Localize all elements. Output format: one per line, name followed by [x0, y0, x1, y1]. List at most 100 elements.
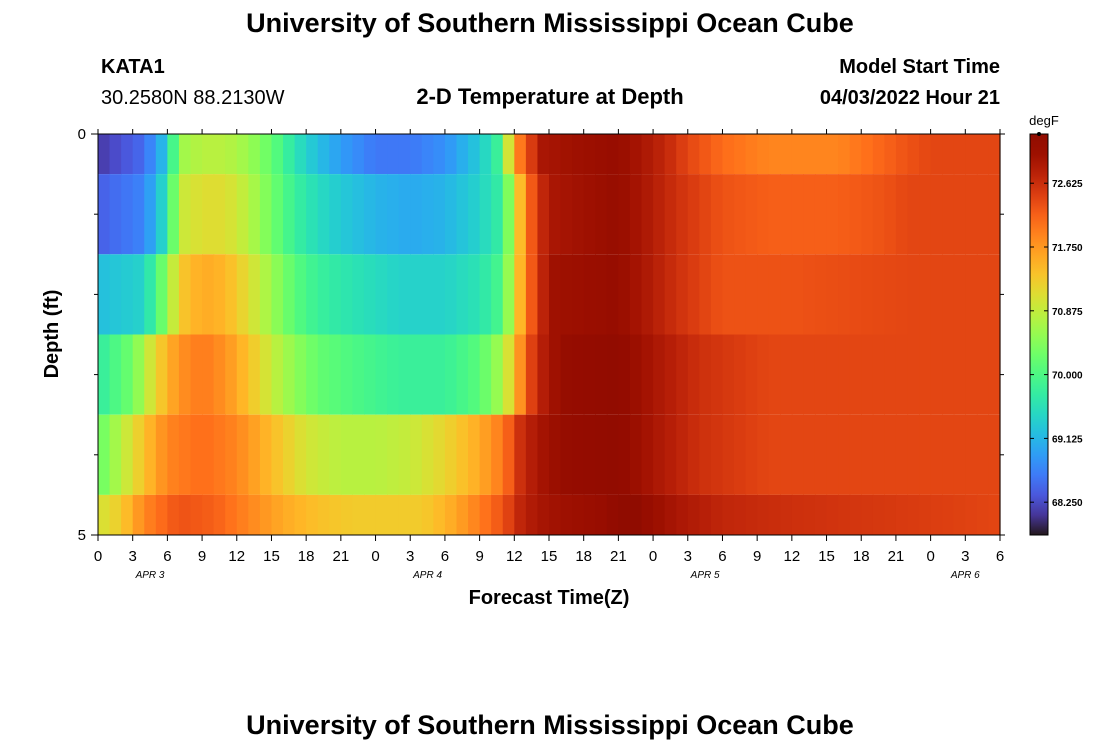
- heatmap-cell: [826, 494, 839, 535]
- heatmap-cell: [109, 414, 122, 495]
- heatmap-cell: [549, 254, 562, 335]
- heatmap-cell: [988, 494, 1001, 535]
- heatmap-cell: [895, 174, 909, 255]
- heatmap-cell: [236, 134, 249, 175]
- heatmap-cell: [144, 174, 157, 255]
- heatmap-cell: [433, 334, 446, 415]
- heatmap-cell: [710, 494, 724, 535]
- heatmap-cell: [919, 334, 932, 415]
- heatmap-cell: [283, 254, 296, 335]
- heatmap-cell: [884, 494, 897, 535]
- heatmap-cell: [791, 134, 805, 175]
- heatmap-cell: [745, 254, 758, 335]
- heatmap-cell: [757, 334, 770, 415]
- x-tick-label: 6: [163, 548, 171, 565]
- heatmap-cell: [814, 494, 828, 535]
- heatmap-cell: [768, 254, 781, 335]
- heatmap-cell: [491, 174, 504, 255]
- heatmap-cell: [734, 254, 747, 335]
- heatmap-cell: [595, 494, 608, 535]
- x-tick-label: 9: [753, 548, 761, 565]
- heatmap-cell: [965, 334, 978, 415]
- heatmap-cell: [236, 174, 249, 255]
- x-tick-label: 3: [406, 548, 414, 565]
- heatmap-cell: [826, 414, 839, 495]
- heatmap-cell: [629, 334, 643, 415]
- heatmap-cell: [502, 254, 515, 335]
- heatmap-cell: [248, 334, 261, 415]
- heatmap-cell: [722, 174, 735, 255]
- heatmap-cell: [988, 414, 1001, 495]
- heatmap-cell: [190, 254, 203, 335]
- x-date-label: APR 4: [412, 570, 442, 581]
- heatmap-cell: [930, 334, 943, 415]
- heatmap-cell: [352, 134, 365, 175]
- heatmap-cell: [629, 134, 643, 175]
- heatmap-cell: [629, 494, 643, 535]
- heatmap-cell: [121, 414, 134, 495]
- heatmap-cell: [861, 334, 874, 415]
- heatmap-cell: [606, 414, 619, 495]
- heatmap-cell: [942, 134, 955, 175]
- heatmap-cell: [653, 414, 666, 495]
- heatmap-cell: [167, 334, 180, 415]
- heatmap-cell: [398, 254, 411, 335]
- heatmap-cell: [838, 174, 851, 255]
- heatmap-cell: [641, 254, 654, 335]
- heatmap-cell: [225, 174, 238, 255]
- x-date-label: APR 6: [950, 570, 980, 581]
- heatmap-cell: [132, 334, 145, 415]
- heatmap-cell: [306, 134, 319, 175]
- heatmap-cell: [826, 174, 839, 255]
- heatmap-cell: [352, 414, 365, 495]
- heatmap-cell: [942, 334, 955, 415]
- heatmap-cell: [132, 414, 145, 495]
- heatmap-cell: [421, 334, 434, 415]
- heatmap-cell: [317, 494, 330, 535]
- heatmap-cell: [491, 414, 504, 495]
- x-axis-label: Forecast Time(Z): [469, 587, 630, 609]
- heatmap-cell: [803, 254, 816, 335]
- x-tick-label: 3: [129, 548, 137, 565]
- heatmap-cell: [225, 134, 238, 175]
- heatmap-cell: [618, 254, 631, 335]
- heatmap-cell: [444, 254, 458, 335]
- heatmap-cell: [653, 334, 666, 415]
- heatmap-cell: [363, 494, 377, 535]
- heatmap-cell: [560, 134, 573, 175]
- heatmap-cell: [537, 494, 550, 535]
- heatmap-cell: [583, 254, 596, 335]
- heatmap-cell: [780, 174, 793, 255]
- heatmap-cell: [155, 174, 168, 255]
- heatmap-cell: [121, 174, 134, 255]
- heatmap-cell: [884, 334, 897, 415]
- heatmap-cell: [525, 174, 539, 255]
- heatmap-cell: [363, 174, 377, 255]
- heatmap-cell: [988, 254, 1001, 335]
- heatmap-cell: [271, 174, 284, 255]
- heatmap-cell: [757, 134, 770, 175]
- heatmap-cell: [988, 334, 1001, 415]
- heatmap-cell: [340, 174, 354, 255]
- colorbar-top-cap: [1037, 132, 1041, 136]
- heatmap-cell: [98, 174, 111, 255]
- heatmap-cell: [803, 174, 816, 255]
- heatmap-cell: [398, 174, 411, 255]
- heatmap-cell: [387, 174, 400, 255]
- heatmap-cell: [283, 334, 296, 415]
- heatmap-cell: [444, 174, 458, 255]
- heatmap-cell: [629, 414, 643, 495]
- heatmap-cell: [734, 174, 747, 255]
- heatmap-cell: [352, 334, 365, 415]
- heatmap-cell: [329, 134, 342, 175]
- heatmap-cell: [144, 134, 157, 175]
- heatmap-cell: [167, 254, 180, 335]
- heatmap-cell: [479, 414, 492, 495]
- heatmap-cell: [849, 174, 862, 255]
- colorbar-tick-label: 68.250: [1052, 498, 1083, 509]
- heatmap-cell: [710, 334, 724, 415]
- heatmap-cell: [109, 494, 122, 535]
- heatmap-cell: [814, 134, 828, 175]
- y-axis-label: Depth (ft): [41, 290, 63, 379]
- heatmap-cell: [549, 414, 562, 495]
